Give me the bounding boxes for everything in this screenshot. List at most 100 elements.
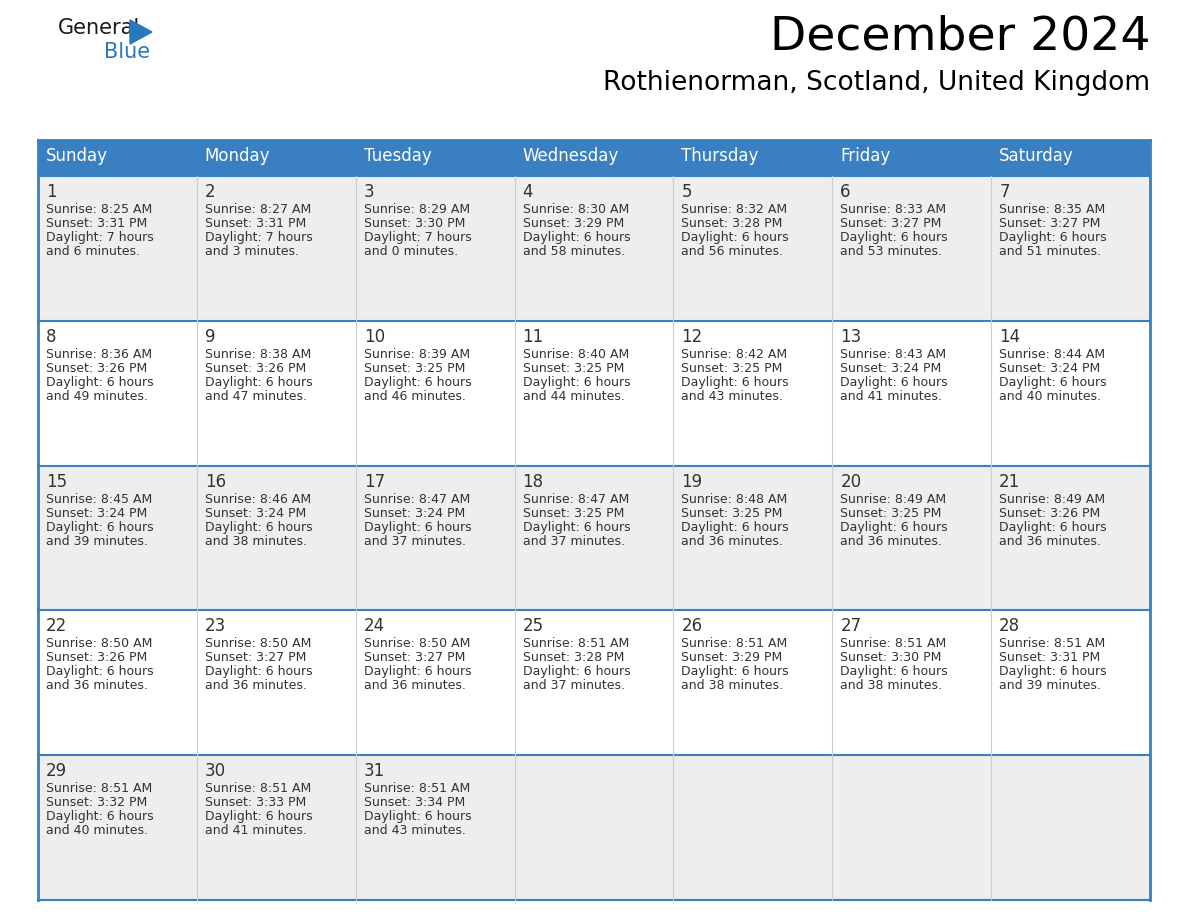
Text: Sunrise: 8:51 AM: Sunrise: 8:51 AM — [682, 637, 788, 650]
Text: and 36 minutes.: and 36 minutes. — [46, 679, 147, 692]
Text: 2: 2 — [204, 183, 215, 201]
Bar — [514, 465, 674, 610]
Text: Sunset: 3:24 PM: Sunset: 3:24 PM — [364, 507, 465, 520]
Text: Sunset: 3:30 PM: Sunset: 3:30 PM — [840, 652, 942, 665]
Text: 18: 18 — [523, 473, 544, 490]
Text: and 36 minutes.: and 36 minutes. — [364, 679, 466, 692]
Text: 20: 20 — [840, 473, 861, 490]
Text: Sunset: 3:31 PM: Sunset: 3:31 PM — [999, 652, 1100, 665]
Text: Sunset: 3:34 PM: Sunset: 3:34 PM — [364, 796, 465, 809]
Bar — [514, 610, 674, 756]
Text: and 40 minutes.: and 40 minutes. — [46, 824, 148, 837]
Text: 8: 8 — [46, 328, 57, 346]
Text: Sunrise: 8:50 AM: Sunrise: 8:50 AM — [364, 637, 470, 650]
Text: Daylight: 6 hours: Daylight: 6 hours — [364, 666, 472, 678]
Text: December 2024: December 2024 — [770, 15, 1150, 60]
Text: 24: 24 — [364, 618, 385, 635]
Text: and 39 minutes.: and 39 minutes. — [999, 679, 1101, 692]
Text: 21: 21 — [999, 473, 1020, 490]
Text: Sunrise: 8:47 AM: Sunrise: 8:47 AM — [364, 493, 470, 506]
Text: Sunrise: 8:51 AM: Sunrise: 8:51 AM — [523, 637, 628, 650]
Bar — [674, 140, 833, 176]
Bar — [833, 610, 991, 756]
Text: Saturday: Saturday — [999, 147, 1074, 165]
Bar — [38, 610, 197, 756]
Text: Sunrise: 8:43 AM: Sunrise: 8:43 AM — [840, 348, 947, 361]
Text: Daylight: 6 hours: Daylight: 6 hours — [682, 231, 789, 244]
Text: Sunrise: 8:30 AM: Sunrise: 8:30 AM — [523, 203, 628, 216]
Bar — [833, 320, 991, 465]
Bar — [355, 465, 514, 610]
Text: 19: 19 — [682, 473, 702, 490]
Text: and 51 minutes.: and 51 minutes. — [999, 245, 1101, 258]
Bar — [674, 610, 833, 756]
Bar — [38, 320, 197, 465]
Text: Sunrise: 8:27 AM: Sunrise: 8:27 AM — [204, 203, 311, 216]
Bar — [514, 756, 674, 900]
Text: Daylight: 6 hours: Daylight: 6 hours — [682, 521, 789, 533]
Text: Wednesday: Wednesday — [523, 147, 619, 165]
Text: Sunset: 3:25 PM: Sunset: 3:25 PM — [364, 362, 465, 375]
Bar — [197, 140, 355, 176]
Bar — [514, 140, 674, 176]
Text: and 3 minutes.: and 3 minutes. — [204, 245, 299, 258]
Text: Sunrise: 8:29 AM: Sunrise: 8:29 AM — [364, 203, 469, 216]
Text: 12: 12 — [682, 328, 702, 346]
Text: Sunset: 3:27 PM: Sunset: 3:27 PM — [364, 652, 465, 665]
Bar — [991, 465, 1150, 610]
Text: Sunset: 3:24 PM: Sunset: 3:24 PM — [840, 362, 942, 375]
Text: Daylight: 7 hours: Daylight: 7 hours — [204, 231, 312, 244]
Text: Sunset: 3:25 PM: Sunset: 3:25 PM — [682, 362, 783, 375]
Text: and 41 minutes.: and 41 minutes. — [204, 824, 307, 837]
Text: 22: 22 — [46, 618, 68, 635]
Text: Sunset: 3:27 PM: Sunset: 3:27 PM — [204, 652, 307, 665]
Bar — [355, 320, 514, 465]
Text: 16: 16 — [204, 473, 226, 490]
Text: Sunset: 3:24 PM: Sunset: 3:24 PM — [204, 507, 307, 520]
Text: Sunset: 3:28 PM: Sunset: 3:28 PM — [682, 217, 783, 230]
Bar — [674, 176, 833, 320]
Text: Daylight: 6 hours: Daylight: 6 hours — [682, 375, 789, 389]
Text: Daylight: 6 hours: Daylight: 6 hours — [364, 521, 472, 533]
Text: 6: 6 — [840, 183, 851, 201]
Text: Sunset: 3:25 PM: Sunset: 3:25 PM — [523, 362, 624, 375]
Text: Daylight: 6 hours: Daylight: 6 hours — [46, 375, 153, 389]
Text: 13: 13 — [840, 328, 861, 346]
Text: 27: 27 — [840, 618, 861, 635]
Bar — [674, 320, 833, 465]
Text: Sunset: 3:25 PM: Sunset: 3:25 PM — [682, 507, 783, 520]
Text: Sunrise: 8:32 AM: Sunrise: 8:32 AM — [682, 203, 788, 216]
Text: Sunrise: 8:49 AM: Sunrise: 8:49 AM — [999, 493, 1105, 506]
Text: Sunrise: 8:51 AM: Sunrise: 8:51 AM — [999, 637, 1105, 650]
Text: Daylight: 6 hours: Daylight: 6 hours — [364, 375, 472, 389]
Bar — [38, 756, 197, 900]
Text: and 37 minutes.: and 37 minutes. — [523, 679, 625, 692]
Text: Daylight: 6 hours: Daylight: 6 hours — [523, 521, 630, 533]
Text: Daylight: 6 hours: Daylight: 6 hours — [840, 231, 948, 244]
Text: Sunrise: 8:38 AM: Sunrise: 8:38 AM — [204, 348, 311, 361]
Text: and 47 minutes.: and 47 minutes. — [204, 390, 307, 403]
Text: and 43 minutes.: and 43 minutes. — [682, 390, 783, 403]
Text: Sunrise: 8:40 AM: Sunrise: 8:40 AM — [523, 348, 628, 361]
Text: Sunset: 3:26 PM: Sunset: 3:26 PM — [204, 362, 307, 375]
Text: and 58 minutes.: and 58 minutes. — [523, 245, 625, 258]
Text: 15: 15 — [46, 473, 68, 490]
Text: and 39 minutes.: and 39 minutes. — [46, 534, 147, 548]
Bar — [674, 756, 833, 900]
Text: and 37 minutes.: and 37 minutes. — [523, 534, 625, 548]
Text: General: General — [58, 18, 140, 38]
Text: Sunrise: 8:45 AM: Sunrise: 8:45 AM — [46, 493, 152, 506]
Text: Daylight: 6 hours: Daylight: 6 hours — [523, 375, 630, 389]
Text: Daylight: 6 hours: Daylight: 6 hours — [204, 811, 312, 823]
Text: and 46 minutes.: and 46 minutes. — [364, 390, 466, 403]
Text: Daylight: 6 hours: Daylight: 6 hours — [840, 375, 948, 389]
Text: Sunrise: 8:44 AM: Sunrise: 8:44 AM — [999, 348, 1105, 361]
Text: Daylight: 6 hours: Daylight: 6 hours — [999, 375, 1107, 389]
Text: Daylight: 6 hours: Daylight: 6 hours — [840, 521, 948, 533]
Bar — [991, 756, 1150, 900]
Text: and 38 minutes.: and 38 minutes. — [840, 679, 942, 692]
Text: Blue: Blue — [105, 42, 150, 62]
Text: Sunset: 3:28 PM: Sunset: 3:28 PM — [523, 652, 624, 665]
Text: Daylight: 6 hours: Daylight: 6 hours — [46, 811, 153, 823]
Bar — [991, 610, 1150, 756]
